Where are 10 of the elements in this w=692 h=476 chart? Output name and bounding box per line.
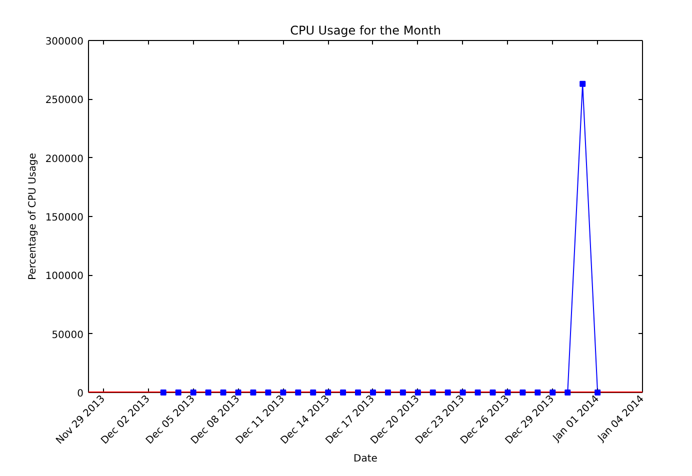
x-axis-title: Date <box>354 454 378 465</box>
chart-title: CPU Usage for the Month <box>290 24 441 38</box>
y-tick-label: 200000 <box>45 154 84 165</box>
y-axis-title: Percentage of CPU Usage <box>27 153 38 280</box>
y-tick-label: 0 <box>77 388 84 400</box>
y-tick-label: 300000 <box>45 36 84 48</box>
y-tick-label: 50000 <box>52 330 84 341</box>
y-tick-label: 150000 <box>45 212 84 224</box>
y-tick-label: 100000 <box>45 271 84 282</box>
y-tick-label: 250000 <box>45 95 84 106</box>
